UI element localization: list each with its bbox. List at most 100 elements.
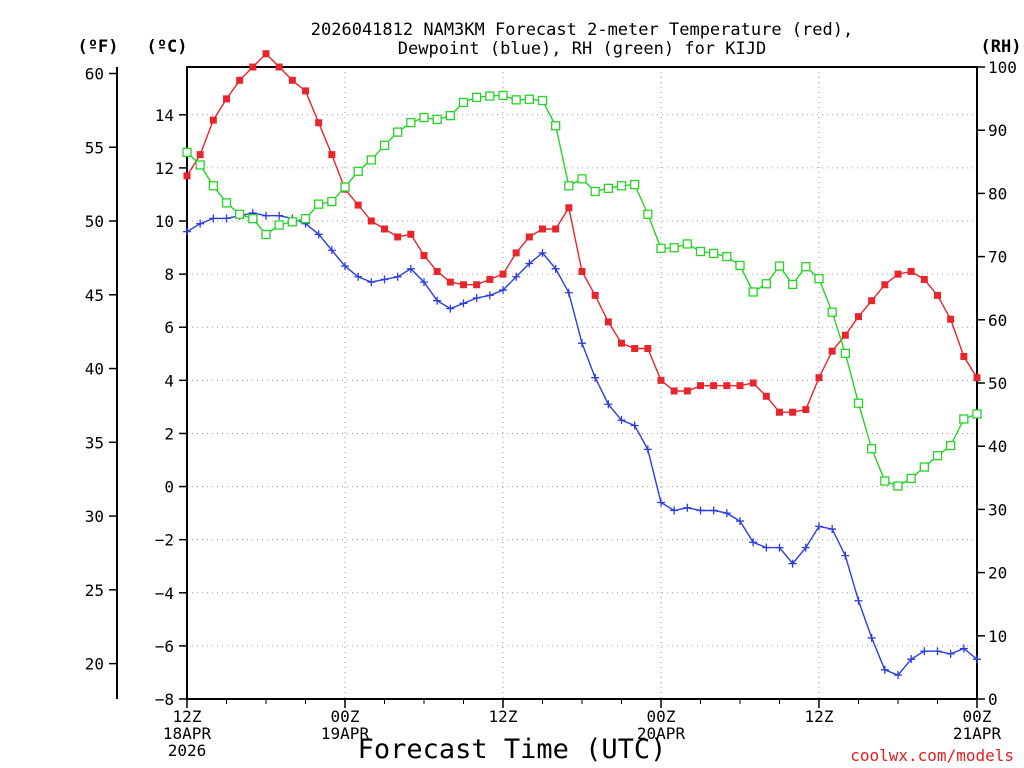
dewpoint-point	[604, 400, 613, 409]
rh-point	[669, 243, 679, 253]
temperature-point	[762, 392, 770, 400]
celsius-tick-label: 12	[155, 159, 174, 178]
temperature-point	[657, 376, 665, 384]
rh-point	[432, 114, 442, 125]
temperature-point	[460, 281, 467, 289]
x-tick-label: 12Z	[489, 707, 518, 726]
celsius-tick-label: 10	[155, 212, 174, 231]
celsius-tick-label: 14	[155, 106, 174, 125]
temperature-point	[960, 352, 968, 360]
dewpoint-point	[393, 272, 402, 281]
rh-point	[748, 287, 758, 297]
series-layer	[182, 50, 982, 680]
dewpoint-point	[643, 445, 652, 454]
dewpoint-point	[907, 655, 916, 664]
dewpoint-point	[670, 506, 679, 515]
rh-point	[300, 214, 311, 224]
dewpoint-point	[749, 538, 758, 547]
temperature-point	[618, 339, 625, 347]
rh-point	[682, 239, 692, 249]
dewpoint-point	[551, 264, 560, 273]
temperature-point	[315, 119, 323, 127]
rh-point	[827, 307, 837, 317]
temperature-point	[183, 172, 191, 180]
temperature-point	[486, 275, 494, 283]
rh-point	[235, 209, 245, 219]
dewpoint-point	[275, 211, 284, 220]
celsius-tick-label: 6	[164, 318, 174, 337]
rh-tick-label: 20	[988, 564, 1007, 583]
dewpoint-point	[762, 543, 771, 552]
rh-point	[906, 473, 916, 484]
temperature-point	[223, 95, 230, 103]
temperature-point	[539, 225, 546, 233]
rh-point	[485, 91, 495, 101]
rh-tick-label: 90	[988, 121, 1007, 140]
celsius-tick-label: −4	[155, 584, 174, 603]
dewpoint-point	[696, 506, 705, 515]
rh-point	[419, 112, 429, 123]
dewpoint-point	[354, 272, 363, 281]
temperature-point	[776, 408, 783, 416]
rh-point	[932, 451, 943, 461]
rh-point	[353, 166, 363, 176]
dewpoint-point	[196, 219, 205, 228]
dewpoint-point	[841, 551, 850, 560]
dewpoint-point	[788, 559, 797, 568]
temperature-point	[683, 387, 691, 395]
temperature-point	[578, 267, 586, 275]
dewpoint-point	[538, 248, 547, 257]
rh-tick-label: 60	[988, 311, 1007, 330]
fahrenheit-tick-label: 50	[85, 212, 104, 231]
celsius-tick-label: −2	[155, 531, 174, 550]
temperature-point	[407, 230, 415, 238]
temperature-point	[525, 233, 533, 241]
temperature-point	[604, 318, 612, 326]
celsius-tick-label: −6	[155, 637, 174, 656]
rh-point	[616, 181, 627, 191]
rh-point	[919, 462, 929, 472]
temperature-point	[367, 217, 375, 225]
rh-point	[314, 199, 324, 209]
dewpoint-point	[327, 246, 336, 255]
rh-point	[709, 248, 719, 259]
rh-point	[511, 95, 521, 105]
fahrenheit-tick-label: 20	[85, 655, 104, 674]
temperature-point	[262, 50, 270, 58]
dewpoint-point	[709, 506, 718, 515]
temperature-point	[249, 63, 257, 71]
rh-point	[867, 444, 877, 454]
rh-point	[458, 97, 469, 108]
temperature-point	[736, 382, 744, 390]
series-rh	[182, 90, 982, 491]
dewpoint-point	[801, 543, 810, 552]
rh-point	[551, 121, 561, 131]
rh-point	[590, 186, 600, 197]
rh-point	[406, 117, 416, 128]
rh-point	[840, 348, 850, 358]
credit-link[interactable]: coolwx.com/models	[850, 746, 1014, 765]
rh-point	[880, 476, 890, 486]
rh-point	[893, 481, 903, 491]
dewpoint-point	[446, 304, 455, 313]
axes: 60555045403530252014121086420−2−4−6−8100…	[85, 58, 1017, 709]
fahrenheit-tick-label: 25	[85, 581, 104, 600]
temperature-point	[815, 374, 823, 382]
temperature-point	[381, 225, 388, 233]
rh-point	[248, 214, 258, 224]
series-dewpoint	[183, 209, 981, 680]
celsius-tick-label: 8	[164, 265, 174, 284]
dewpoint-point	[815, 522, 823, 531]
temperature-point	[697, 382, 704, 390]
dewpoint-point	[722, 509, 731, 518]
temperature-point	[894, 270, 902, 278]
celsius-tick-label: −8	[155, 690, 174, 709]
rh-point	[761, 279, 771, 289]
dewpoint-point	[459, 299, 468, 308]
rh-point	[393, 127, 403, 137]
rh-point	[274, 220, 284, 230]
rh-point	[524, 94, 534, 104]
series-line-rh	[186, 94, 978, 487]
